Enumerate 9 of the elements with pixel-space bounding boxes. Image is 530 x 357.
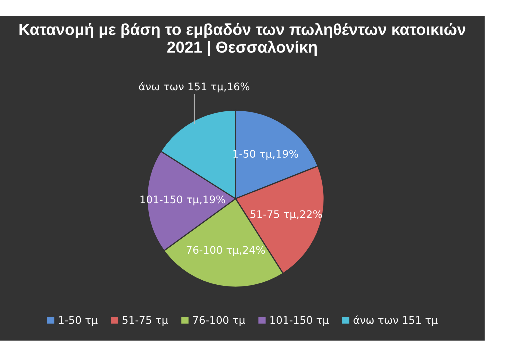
data-label: άνω των 151 τμ,16% [139,82,250,93]
data-label: 76-100 τμ,24% [186,246,266,256]
legend-label: 76-100 τμ [193,316,246,326]
legend-label: 1-50 τμ [59,316,98,326]
chart-title: Κατανομή με βάση το εμβαδόν των πωληθέντων κατοικιών 2021 | Θεσσαλονίκη [20,23,466,56]
legend-label: άνω των 151 τμ [354,316,438,326]
legend-label: 51-75 τμ [122,316,168,326]
legend-label: 101-150 τμ [270,316,330,326]
data-label: 51-75 τμ,22% [250,210,322,220]
